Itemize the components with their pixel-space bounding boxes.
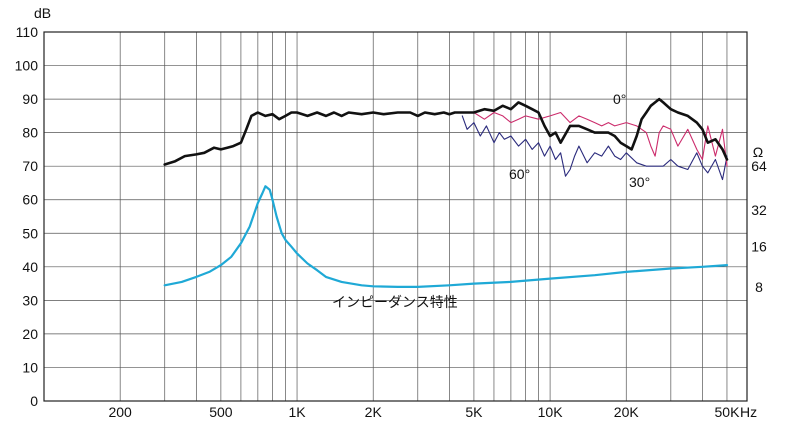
x-tick-label: 5K [465,404,483,420]
right-tick-label: 16 [751,239,767,255]
series-line [461,111,728,167]
right-tick-label: 64 [751,158,767,174]
x-tick-label: 1K [288,404,306,420]
y-tick-label: 80 [22,125,38,141]
series-line [163,97,729,166]
right-tick-label: 32 [751,202,767,218]
series-lines [163,97,729,288]
y-tick-label: 60 [22,192,38,208]
x-tick-labels: 200 500 1K 2K 5K 10K 20K 50K [108,404,740,420]
x-axis-unit: Hz [740,404,757,420]
x-tick-label: 2K [365,404,383,420]
y-tick-label: 10 [22,359,38,375]
label-0-degree: 0° [613,91,626,107]
y-tick-label: 40 [22,259,38,275]
x-tick-label: 50K [715,404,741,420]
label-60-degree: 60° [509,166,530,182]
x-tick-label: 200 [108,404,132,420]
y-tick-label: 30 [22,292,38,308]
y-tick-label: 100 [15,58,39,74]
x-tick-label: 10K [538,404,564,420]
right-tick-labels: 64 32 16 8 [751,158,767,295]
right-axis-unit: Ω [753,144,763,160]
impedance-label: インピーダンス特性 [332,294,458,310]
grid-lines [44,32,747,401]
y-tick-label: 20 [22,326,38,342]
y-tick-label: 70 [22,158,38,174]
y-tick-labels: 0 10 20 30 40 50 60 70 80 90 100 110 [15,24,39,409]
y-tick-label: 0 [30,393,38,409]
label-30-degree: 30° [629,174,650,190]
x-tick-label: 20K [614,404,640,420]
plot-frame [43,31,748,402]
x-tick-label: 500 [209,404,233,420]
right-tick-label: 8 [755,279,763,295]
series-line [163,185,729,288]
y-axis-unit: dB [34,5,51,21]
series-line [461,115,728,181]
y-tick-label: 110 [16,24,39,40]
y-tick-label: 90 [22,91,38,107]
y-tick-label: 50 [22,225,38,241]
